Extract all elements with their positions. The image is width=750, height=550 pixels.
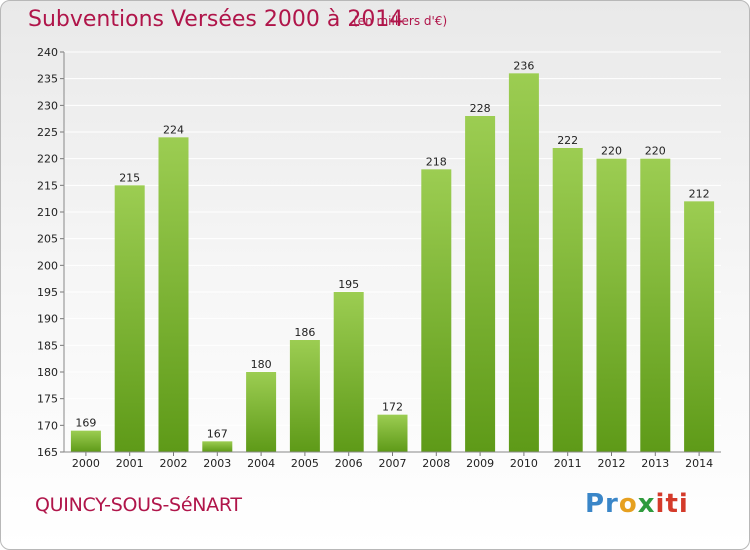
bar-value-label: 180	[251, 358, 272, 371]
y-tick-label: 170	[37, 419, 58, 432]
x-tick-label: 2010	[510, 457, 538, 470]
bar	[596, 158, 627, 452]
bar	[246, 372, 277, 452]
bar	[684, 201, 715, 452]
bar	[158, 137, 189, 453]
x-tick-label: 2003	[203, 457, 231, 470]
bar	[508, 73, 539, 452]
bar-value-label: 222	[557, 134, 578, 147]
unit-note: (en milliers d'€)	[353, 14, 448, 28]
x-tick-label: 2000	[72, 457, 100, 470]
x-tick-label: 2008	[422, 457, 450, 470]
x-axis: 2000 2001 2002 2003 2004 2005 2006 2007 2008 2009…	[64, 451, 721, 470]
x-tick-label: 2005	[291, 457, 319, 470]
proxiti-logo[interactable]: Proxiti	[585, 489, 689, 519]
x-tick-label: 2012	[598, 457, 626, 470]
y-tick-label: 180	[37, 366, 58, 379]
bar	[552, 148, 583, 452]
x-tick-label: 2002	[160, 457, 188, 470]
y-tick-label: 165	[37, 446, 58, 459]
y-tick-label: 225	[37, 126, 58, 139]
y-tick-label: 175	[37, 393, 58, 406]
y-tick-label: 235	[37, 73, 58, 86]
y-tick-label: 195	[37, 286, 58, 299]
y-tick-label: 210	[37, 206, 58, 219]
bar-value-label: 195	[338, 278, 359, 291]
x-tick-label: 2011	[554, 457, 582, 470]
x-tick-label: 2004	[247, 457, 275, 470]
bar	[202, 441, 233, 452]
bar-value-label: 218	[426, 155, 447, 168]
bar-value-label: 228	[470, 102, 491, 115]
bar	[333, 292, 364, 452]
x-tick-label: 2013	[641, 457, 669, 470]
bar	[114, 185, 145, 453]
y-tick-label: 200	[37, 259, 58, 272]
y-tick-label: 190	[37, 313, 58, 326]
chart-title: Subventions Versées 2000 à 2014	[28, 7, 404, 32]
x-tick-label: 2007	[379, 457, 407, 470]
x-tick-label: 2001	[116, 457, 144, 470]
bar	[465, 116, 496, 452]
bar-value-label: 224	[163, 123, 184, 136]
bar-value-label: 236	[513, 59, 534, 72]
bar-value-label: 212	[689, 187, 710, 200]
y-tick-label: 205	[37, 233, 58, 246]
bar	[640, 158, 671, 452]
bar-value-label: 220	[645, 145, 666, 158]
bar-value-label: 186	[294, 326, 315, 339]
city-name: QUINCY-SOUS-SéNART	[35, 494, 242, 516]
bars: 169 215 224 167 180 186 195 172 218 228 236 222 220 2…	[70, 59, 715, 453]
bar	[421, 169, 452, 453]
bar-value-label: 169	[75, 417, 96, 430]
y-tick-label: 185	[37, 339, 58, 352]
bar	[70, 430, 101, 452]
bar-value-label: 215	[119, 171, 140, 184]
y-axis: 165 170 175 180 185 190 195 200 205 210 215 220 225 2…	[37, 46, 65, 459]
y-tick-label: 230	[37, 99, 58, 112]
bar	[377, 414, 408, 452]
bar	[289, 340, 320, 452]
y-tick-label: 215	[37, 179, 58, 192]
bar-value-label: 167	[207, 427, 228, 440]
y-tick-label: 220	[37, 153, 58, 166]
x-tick-label: 2009	[466, 457, 494, 470]
bar-value-label: 220	[601, 145, 622, 158]
bar-value-label: 172	[382, 401, 403, 414]
x-tick-label: 2006	[335, 457, 363, 470]
x-tick-label: 2014	[685, 457, 713, 470]
y-tick-label: 240	[37, 46, 58, 59]
